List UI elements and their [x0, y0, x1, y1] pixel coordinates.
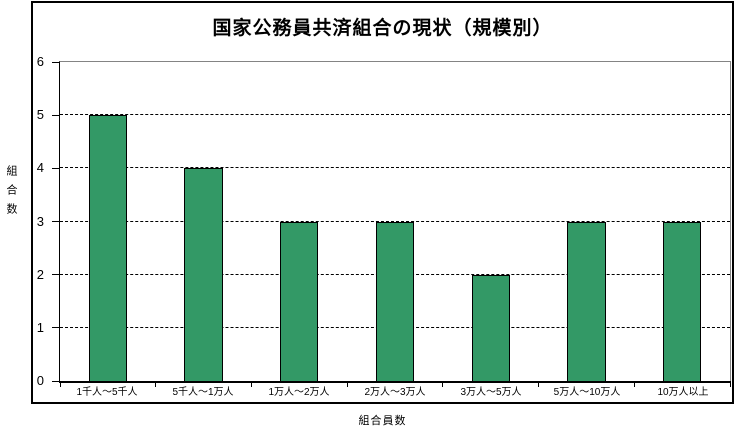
- bar-slot-5: [539, 62, 635, 381]
- y-axis-label-1: 1: [36, 319, 44, 335]
- bar-5千人～1万人: [184, 168, 223, 381]
- x-axis-label-6: 10万人以上: [657, 387, 709, 398]
- x-tick-0: [59, 381, 61, 387]
- y-axis-labels: 0 1 2 3 4 5 6: [0, 54, 52, 388]
- bar-3万人～5万人: [471, 274, 510, 381]
- bar-2万人～3万人: [375, 221, 415, 381]
- x-axis-label-4: 3万人～5万人: [460, 387, 522, 398]
- bar-slot-0: [60, 62, 156, 381]
- y-axis-label-3: 3: [36, 213, 44, 229]
- x-tick-3: [346, 381, 348, 387]
- y-axis-label-4: 4: [36, 160, 44, 176]
- x-axis-label-1: 5千人～1万人: [172, 387, 234, 398]
- bars-layer: [60, 62, 730, 381]
- y-axis-label-5: 5: [36, 107, 44, 123]
- bar-slot-1: [156, 62, 252, 381]
- bar-slot-4: [443, 62, 539, 381]
- chart-title: 国家公務員共済組合の現状（規模別）: [212, 18, 553, 39]
- y-axis-label-2: 2: [36, 266, 44, 282]
- gridline-y-5: [60, 114, 730, 116]
- x-tick-2: [250, 381, 252, 387]
- plot-area: [52, 61, 731, 387]
- bar-10万人以上: [663, 221, 702, 381]
- x-tick-7: [729, 381, 731, 387]
- y-tick-4: [52, 167, 59, 169]
- x-axis-label-0: 1千人～5千人: [76, 387, 138, 398]
- y-tick-0: [52, 380, 59, 382]
- y-axis-label-0: 0: [36, 373, 44, 388]
- y-tick-1: [52, 327, 59, 329]
- x-axis-label-3: 2万人～3万人: [364, 387, 426, 398]
- bar-1万人～2万人: [280, 221, 319, 381]
- y-axis-label-6: 6: [36, 54, 44, 69]
- x-axis-category-labels: 1千人～5千人 5千人～1万人 1万人～2万人 2万人～3万人 3万人～5万人 5万人～1…: [59, 387, 731, 399]
- y-tick-2: [52, 274, 59, 276]
- x-tick-4: [442, 381, 444, 387]
- gridline-y-4: [60, 167, 730, 169]
- y-tick-5: [52, 114, 59, 116]
- x-tick-6: [633, 381, 635, 387]
- x-axis-label-2: 1万人～2万人: [268, 387, 330, 398]
- y-axis-title: 組合数: [5, 165, 17, 222]
- bar-5万人～10万人: [567, 221, 606, 381]
- x-tick-5: [538, 381, 540, 387]
- x-tick-1: [155, 381, 157, 387]
- x-axis-label-5: 5万人～10万人: [553, 387, 621, 398]
- bar-slot-6: [634, 62, 730, 381]
- y-tick-6: [52, 61, 59, 63]
- gridline-y-3: [60, 220, 730, 222]
- x-axis-title: 組合員数: [358, 415, 407, 427]
- y-tick-3: [52, 221, 59, 222]
- bar-slot-3: [347, 62, 443, 381]
- bar-slot-2: [251, 62, 347, 381]
- bar-1千人～5千人: [88, 115, 127, 381]
